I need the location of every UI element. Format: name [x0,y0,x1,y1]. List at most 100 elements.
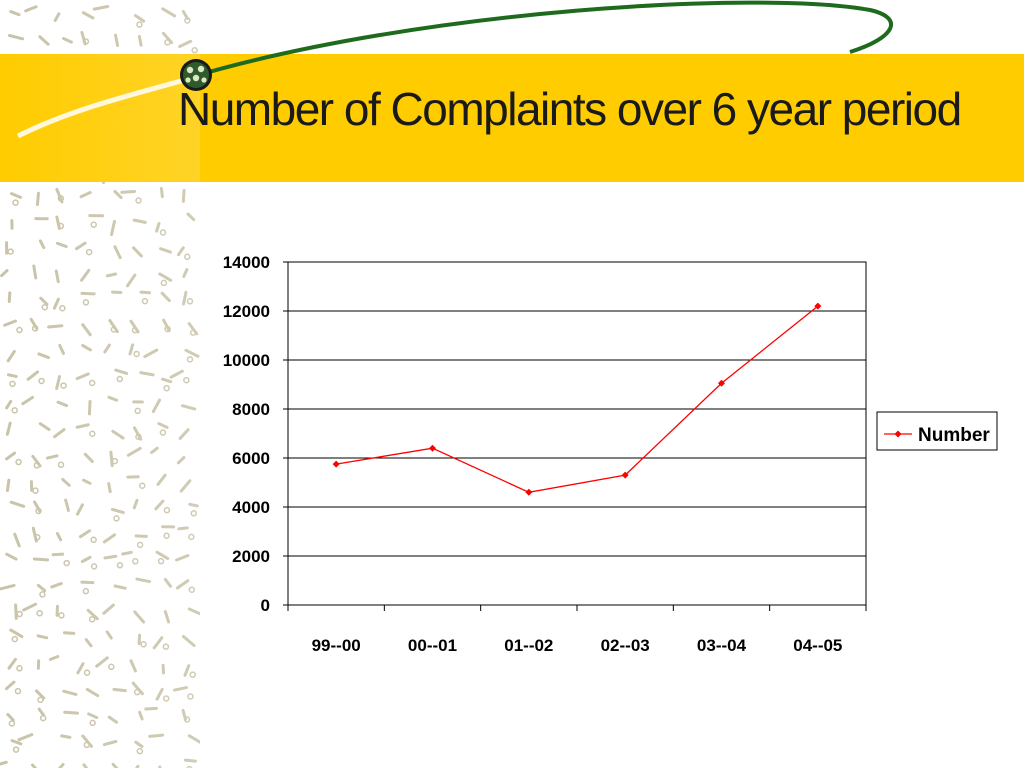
pattern-dot [186,298,194,305]
pattern-stroke [37,707,46,717]
pattern-stroke [57,762,65,768]
pattern-stroke [103,554,118,560]
pattern-stroke [53,428,66,439]
pattern-dot [134,407,141,415]
pattern-stroke [125,273,137,288]
pattern-dot [12,746,20,753]
pattern-stroke [75,423,90,429]
pattern-stroke [188,502,199,508]
pattern-stroke [32,264,38,280]
pattern-stroke [139,290,152,295]
pattern-dot [14,687,22,695]
pattern-stroke [55,375,62,391]
pattern-stroke [187,734,200,744]
pattern-dot [163,532,170,539]
pattern-dot [83,669,91,676]
pattern-stroke [39,296,49,306]
pattern-stroke [0,760,8,766]
x-tick-label: 04--05 [793,636,842,655]
pattern-stroke [4,680,16,691]
pattern-stroke [45,454,59,460]
pattern-dot [136,541,144,549]
pattern-stroke [64,498,70,513]
pattern-stroke [107,482,112,494]
y-tick-label: 2000 [232,547,270,566]
pattern-stroke [183,758,197,763]
pattern-stroke [7,657,17,670]
pattern-stroke [156,473,167,486]
pattern-stroke [78,529,92,539]
pattern-stroke [179,479,192,493]
pattern-stroke [155,221,161,233]
pattern-stroke [183,664,191,677]
pattern-stroke [152,636,164,650]
pattern-dot [60,382,67,389]
pattern-stroke [80,555,92,564]
pattern-dot [189,671,196,678]
pattern-stroke [105,630,113,640]
pattern-dot [82,587,90,595]
pattern-stroke [178,39,193,48]
pattern-stroke [110,220,116,237]
pattern-dot [113,515,120,522]
pattern-dot [160,279,168,287]
pattern-dot [16,610,23,618]
pattern-stroke [182,290,188,306]
pattern-stroke [132,498,139,510]
pattern-stroke [82,478,92,485]
pattern-stroke [9,500,26,508]
data-point [814,302,822,310]
pattern-stroke [24,5,38,13]
pattern-stroke [107,715,119,724]
pattern-stroke [137,35,143,47]
plot-area [287,261,867,606]
pattern-dot [58,612,65,619]
pattern-dot [163,384,170,392]
x-tick-label: 99--00 [312,636,361,655]
pattern-stroke [35,191,40,207]
pattern-stroke [60,734,72,739]
pattern-dot [184,17,191,24]
pattern-dot [35,507,42,515]
legend-label: Number [918,425,990,446]
pattern-dot [133,350,140,358]
pattern-stroke [6,373,18,378]
y-tick-label: 10000 [223,351,270,370]
pattern-stroke [81,734,93,748]
pattern-dot [90,536,97,544]
data-point [332,460,340,468]
pattern-stroke [138,710,144,721]
pattern-stroke [62,37,73,44]
pattern-stroke [7,291,12,304]
pattern-dot [89,430,96,438]
pattern-stroke [8,34,25,41]
pattern-dot [163,506,171,514]
pattern-stroke [160,291,171,303]
pattern-dot [183,376,190,384]
pattern-stroke [154,499,165,511]
pattern-stroke [55,241,68,249]
pattern-stroke [126,446,142,457]
pattern-dot [141,297,149,305]
pattern-stroke [175,554,190,562]
pattern-stroke [87,712,99,720]
pattern-stroke [86,608,99,621]
data-point [525,488,533,496]
pattern-stroke [134,740,144,748]
y-tick-label: 0 [261,596,270,615]
pattern-stroke [53,12,61,22]
x-tick-label: 00--01 [408,636,457,655]
pattern-stroke [14,603,18,620]
pattern-dot [162,643,170,650]
data-point [718,379,725,387]
pattern-stroke [47,324,64,329]
pattern-stroke [75,503,84,516]
pattern-stroke [6,712,15,722]
series-line [336,305,819,493]
pattern-stroke [151,398,162,414]
pattern-stroke [144,706,158,711]
pattern-dot [139,482,146,489]
pattern-dot [186,356,194,363]
pattern-stroke [26,370,40,381]
pattern-stroke [75,241,87,251]
